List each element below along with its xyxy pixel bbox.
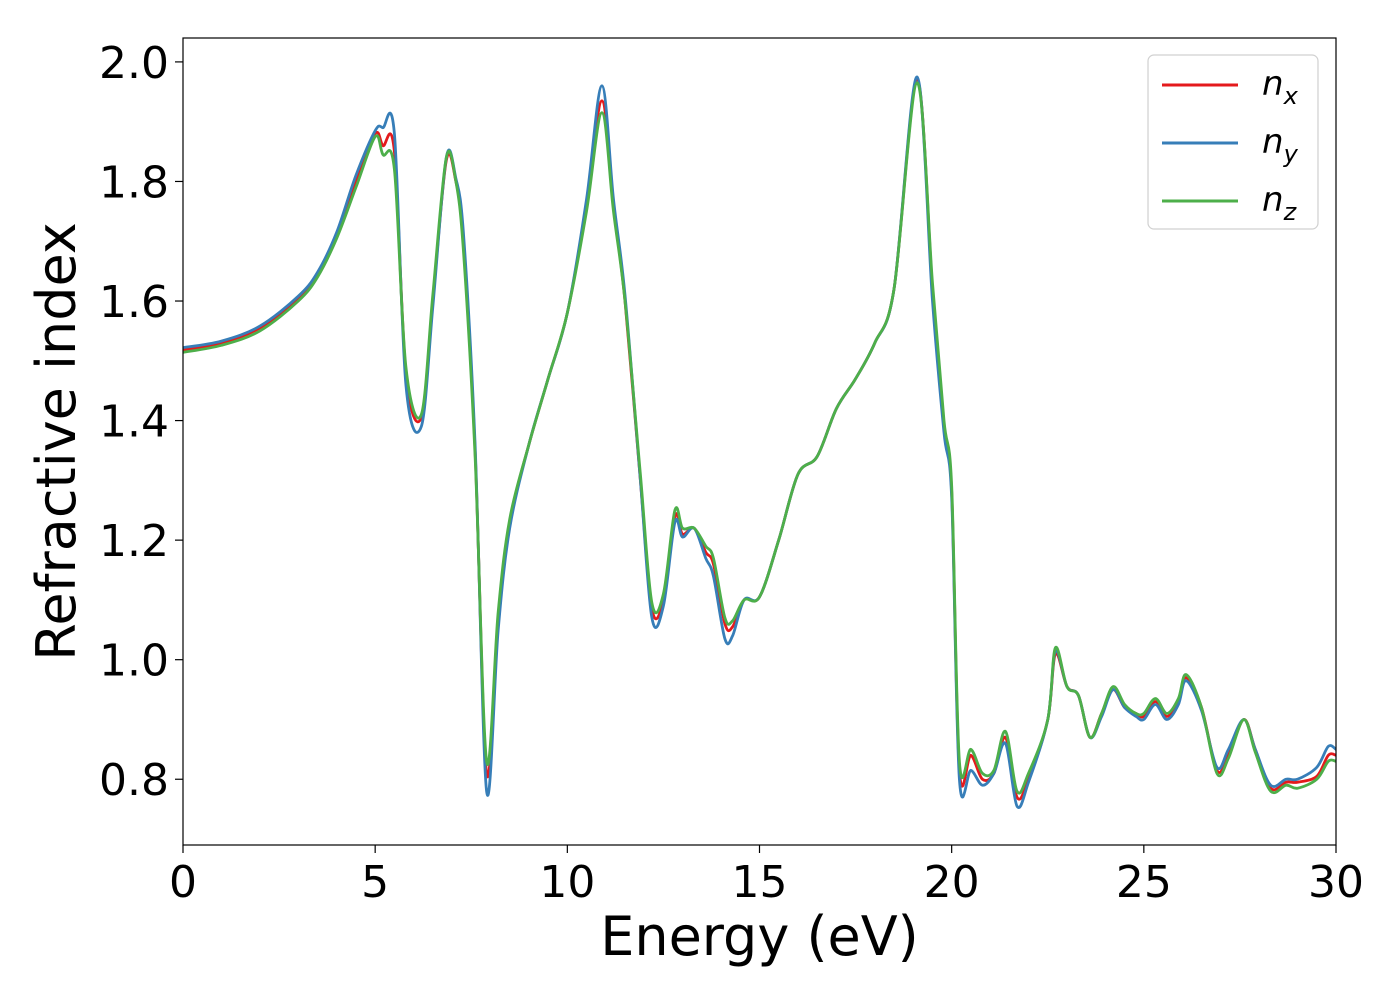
- x-tick-label: 25: [1116, 857, 1172, 908]
- x-tick-label: 15: [732, 857, 788, 908]
- y-tick-label: 1.8: [99, 157, 169, 208]
- x-axis: 0 5 10 15 20 25 30: [169, 845, 1364, 908]
- plot-area: [183, 38, 1336, 845]
- y-tick-label: 1.0: [99, 636, 169, 687]
- y-tick-label: 0.8: [99, 755, 169, 806]
- x-tick-label: 30: [1308, 857, 1364, 908]
- legend-label-nx: nx: [1262, 64, 1299, 110]
- y-tick-label: 1.6: [99, 277, 169, 328]
- y-tick-label: 1.2: [99, 516, 169, 567]
- x-tick-label: 10: [539, 857, 595, 908]
- x-axis-title: Energy (eV): [600, 905, 919, 968]
- legend-label-nz: nz: [1262, 180, 1298, 226]
- y-axis-title: Refractive index: [25, 222, 88, 661]
- x-tick-label: 0: [169, 857, 197, 908]
- legend-label-ny: ny: [1262, 122, 1299, 168]
- series-line-nz: [182, 81, 1337, 795]
- legend: nx ny nz: [1147, 54, 1319, 230]
- y-tick-label: 1.4: [99, 397, 169, 448]
- y-axis: 0.8 1.0 1.2 1.4 1.6 1.8 2.0: [99, 38, 183, 806]
- y-tick-label: 2.0: [99, 38, 169, 89]
- x-tick-label: 5: [361, 857, 389, 908]
- series-layer: [182, 75, 1337, 809]
- x-tick-label: 20: [924, 857, 980, 908]
